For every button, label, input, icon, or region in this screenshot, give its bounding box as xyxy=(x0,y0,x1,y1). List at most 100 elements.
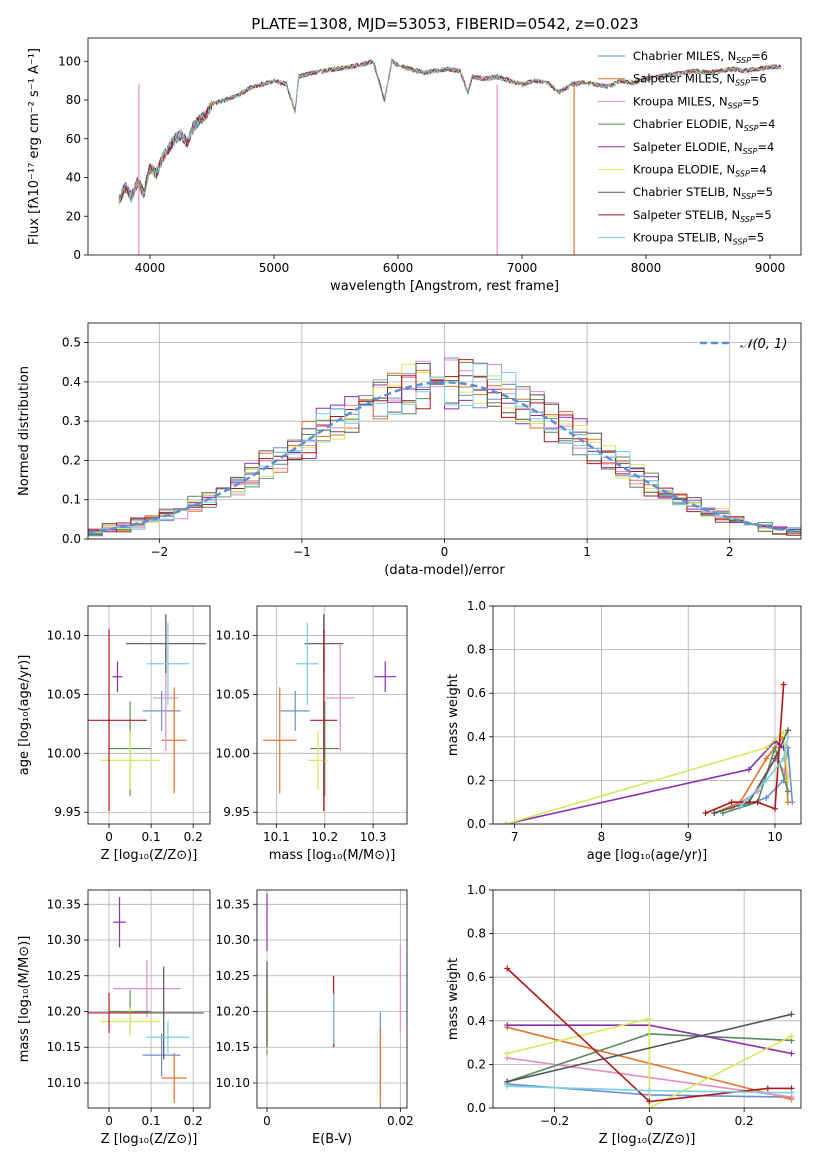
legend-entry: Salpeter MILES, NSSP=6 xyxy=(633,72,767,88)
y-tick-label: 0.8 xyxy=(467,927,486,941)
y-tick-label: 10.10 xyxy=(216,628,250,642)
x-tick-label: 2 xyxy=(726,545,734,559)
y-tick-label: 10.05 xyxy=(47,687,81,701)
y-axis-label: Flux [fλ10⁻¹⁷ erg cm⁻² s⁻¹ A⁻¹] xyxy=(27,48,42,245)
x-tick-label: 10.1 xyxy=(263,830,290,844)
y-tick-label: 10.30 xyxy=(47,933,81,947)
mass-vs-metallicity-plot: 0 0.1 0.2 10.10 10.15 10.20 10.25 10.30 10.35 Z [… xyxy=(17,889,211,1147)
y-tick-label: 20 xyxy=(66,209,81,223)
y-tick-label: 10.00 xyxy=(47,746,81,760)
y-tick-label: 0.0 xyxy=(62,532,81,546)
x-tick-label: 9000 xyxy=(755,261,786,275)
x-axis-label: (data-model)/error xyxy=(384,563,505,578)
y-tick-label: 0.5 xyxy=(62,336,81,350)
legend-entry: Chabrier MILES, NSSP=6 xyxy=(633,49,768,65)
y-tick-label: 40 xyxy=(66,171,81,185)
age-vs-mass-plot: 10.1 10.2 10.3 9.95 10.00 10.05 10.10 mass [log… xyxy=(216,605,408,863)
x-tick-label: −1 xyxy=(293,545,311,559)
y-tick-label: 10.35 xyxy=(216,897,250,911)
x-tick-label: 8 xyxy=(598,830,606,844)
y-tick-label: 10.20 xyxy=(216,1005,250,1019)
y-tick-label: 9.95 xyxy=(54,805,81,819)
x-tick-label: 0.1 xyxy=(142,1114,161,1128)
plot-area xyxy=(266,893,401,1108)
legend-entry: 𝒩(0, 1) xyxy=(740,337,787,352)
figure-title: PLATE=1308, MJD=53053, FIBERID=0542, z=0… xyxy=(251,15,638,33)
mass-weight-line xyxy=(507,1013,792,1083)
x-axis-label: Z [log₁₀(Z/Z⊙)] xyxy=(101,848,198,863)
x-tick-label: 10.3 xyxy=(360,830,387,844)
y-tick-label: 0.2 xyxy=(62,453,81,467)
axes-frame xyxy=(256,889,408,1109)
mass-weight-line xyxy=(739,736,789,808)
x-tick-label: 0.1 xyxy=(142,830,161,844)
y-tick-label: 80 xyxy=(66,93,81,107)
y-tick-label: 0.1 xyxy=(62,493,81,507)
y-tick-label: 1.0 xyxy=(467,599,486,613)
x-tick-label: 4000 xyxy=(135,261,166,275)
x-tick-label: 0.2 xyxy=(184,830,203,844)
y-tick-label: 10.15 xyxy=(47,1040,81,1054)
y-tick-label: 10.20 xyxy=(47,1005,81,1019)
axes-frame xyxy=(87,889,211,1109)
axes-frame xyxy=(256,605,408,825)
legend-entry: Kroupa STELIB, NSSP=5 xyxy=(633,231,764,247)
y-tick-label: 10.15 xyxy=(216,1040,250,1054)
legend-entry: Salpeter STELIB, NSSP=5 xyxy=(633,208,772,224)
y-tick-label: 0.4 xyxy=(62,375,81,389)
y-tick-label: 1.0 xyxy=(467,883,486,897)
x-tick-label: 9 xyxy=(684,830,692,844)
mass-weight-line xyxy=(505,730,789,824)
y-tick-label: 10.10 xyxy=(47,628,81,642)
y-tick-label: 10.25 xyxy=(216,969,250,983)
x-axis-label: wavelength [Angstrom, rest frame] xyxy=(330,279,559,294)
axes-frame xyxy=(87,605,211,825)
axes-frame xyxy=(87,37,802,256)
y-tick-label: 0.4 xyxy=(467,1014,486,1028)
plot-area xyxy=(88,897,204,1103)
x-tick-label: 0.2 xyxy=(735,1114,754,1128)
y-tick-label: 10.00 xyxy=(216,746,250,760)
plot-area xyxy=(118,58,782,255)
y-axis-label: mass weight xyxy=(446,674,461,756)
y-tick-label: 0.4 xyxy=(467,730,486,744)
x-tick-label: 0 xyxy=(105,1114,113,1128)
x-tick-label: 0 xyxy=(105,830,113,844)
legend-entry: Chabrier ELODIE, NSSP=4 xyxy=(633,117,775,133)
x-tick-label: 1 xyxy=(583,545,591,559)
mass-weight-vs-age-plot: 7 8 9 10 0.0 0.2 0.4 0.6 0.8 1.0 age [log₁₀(age/yr… xyxy=(446,599,802,863)
axes-frame xyxy=(492,605,802,825)
y-axis-label: Normed distribution xyxy=(17,366,32,496)
residual-histogram-plot: −2 −1 0 1 2 0.0 0.1 0.2 0.3 0.4 0.5 (data-model)/er… xyxy=(17,322,802,578)
x-tick-label: 0 xyxy=(441,545,449,559)
x-tick-label: 0.02 xyxy=(387,1114,414,1128)
y-axis-label: age [log₁₀(age/yr)] xyxy=(17,655,32,776)
axes-frame xyxy=(492,889,802,1109)
legend-entry: Salpeter ELODIE, NSSP=4 xyxy=(633,140,774,156)
axes-frame xyxy=(87,322,802,540)
y-tick-label: 0.2 xyxy=(467,773,486,787)
y-tick-label: 60 xyxy=(66,132,81,146)
x-tick-label: 8000 xyxy=(631,261,662,275)
y-tick-label: 10.25 xyxy=(47,969,81,983)
legend-entry: Kroupa ELODIE, NSSP=4 xyxy=(633,163,767,179)
x-tick-label: 0 xyxy=(263,1114,271,1128)
y-tick-label: 0.8 xyxy=(467,643,486,657)
x-tick-label: 7000 xyxy=(507,261,538,275)
spectrum-line xyxy=(118,58,781,203)
spectrum-line xyxy=(118,58,782,203)
y-tick-label: 0.0 xyxy=(467,817,486,831)
x-tick-label: 7 xyxy=(511,830,519,844)
plot-area xyxy=(504,965,795,1108)
legend-entry: Kroupa MILES, NSSP=5 xyxy=(633,94,759,110)
y-axis-label: mass weight xyxy=(446,958,461,1040)
y-tick-label: 0.0 xyxy=(467,1101,486,1115)
x-tick-label: 10 xyxy=(767,830,782,844)
plot-area xyxy=(262,614,397,812)
y-tick-label: 0.6 xyxy=(467,686,486,700)
x-tick-label: −0.2 xyxy=(540,1114,569,1128)
spectrum-plot: 4000 5000 6000 7000 8000 9000 0 20 40 60 80 100 wave… xyxy=(27,37,802,294)
y-tick-label: 0.2 xyxy=(467,1057,486,1071)
x-axis-label: age [log₁₀(age/yr)] xyxy=(587,848,708,863)
